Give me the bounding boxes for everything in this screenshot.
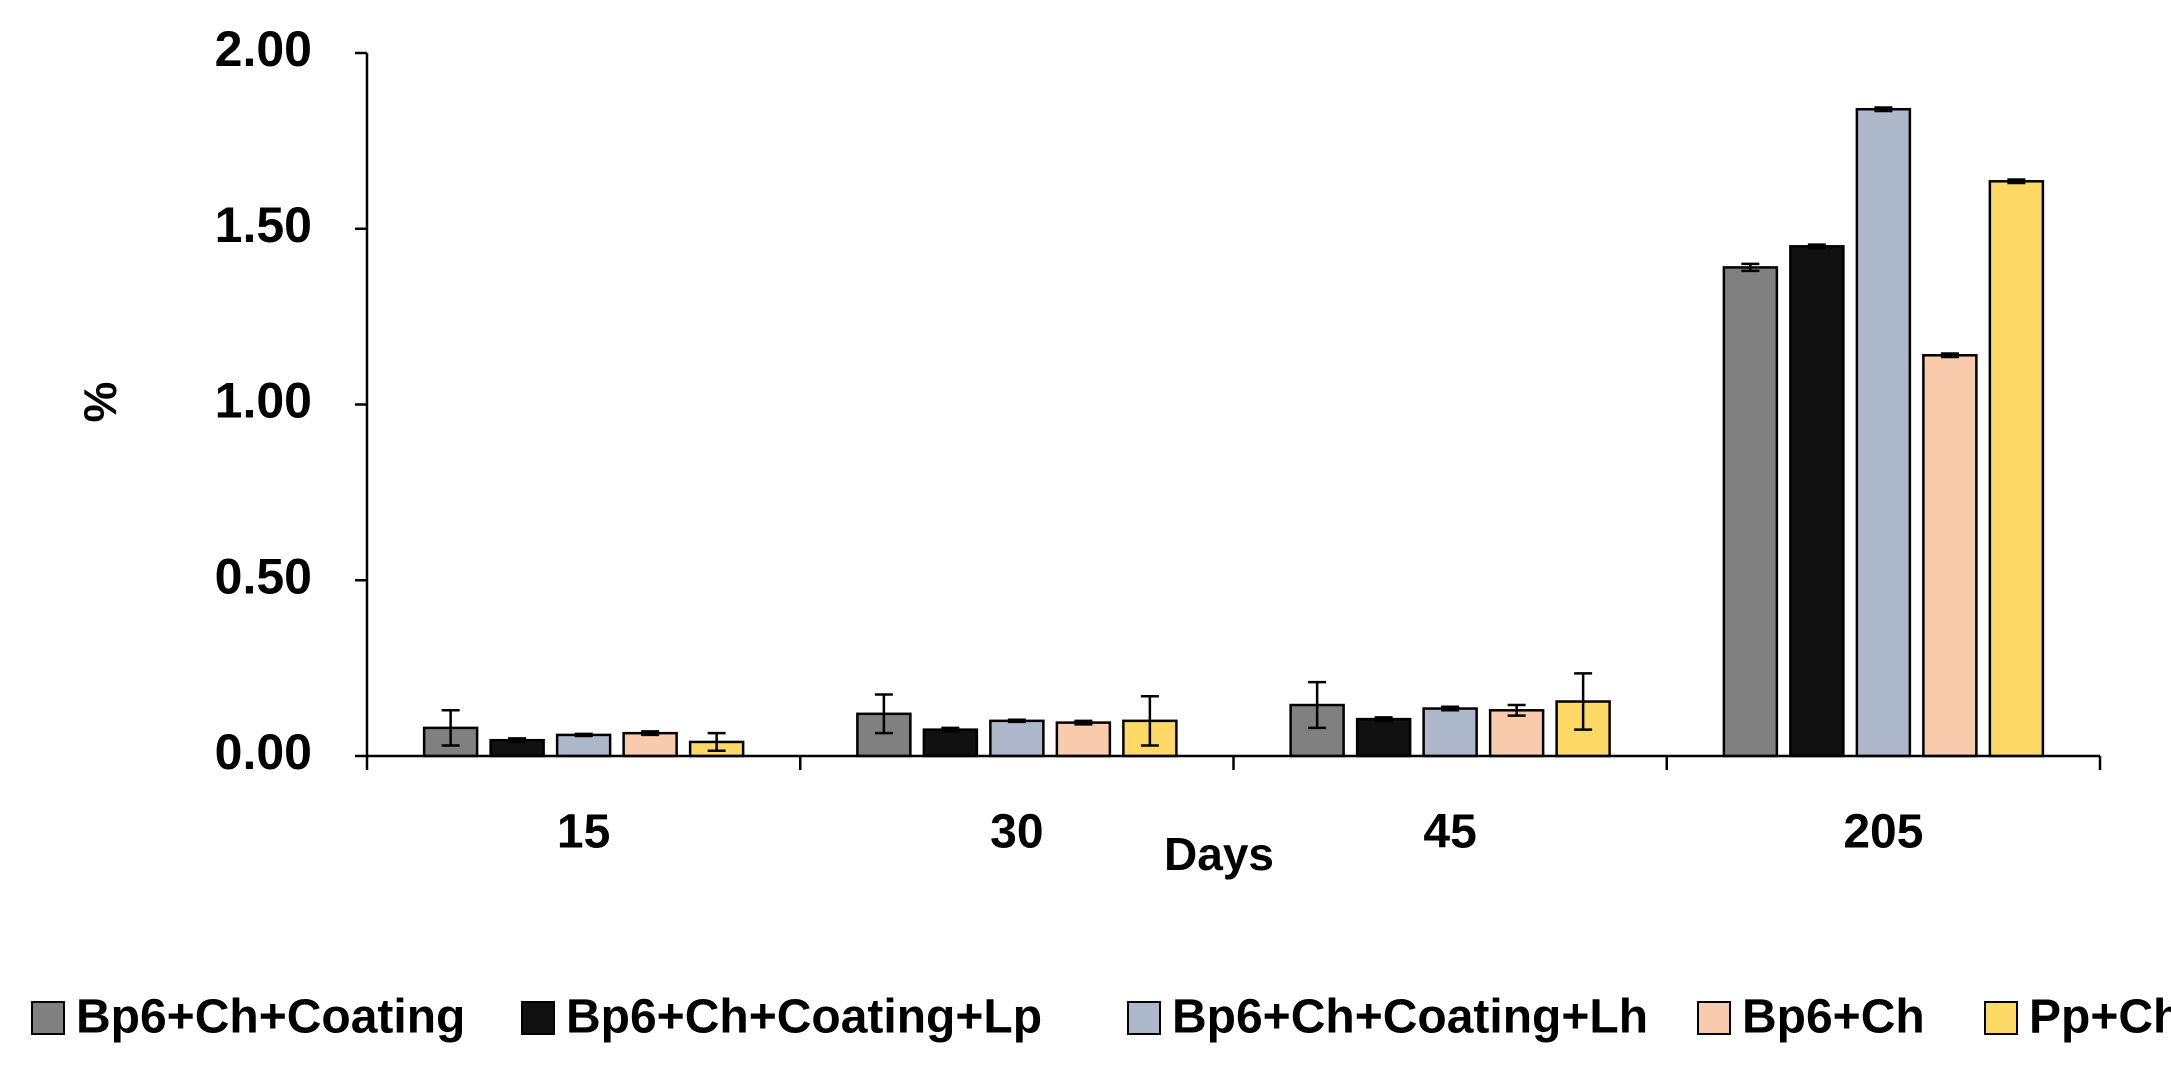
error-bar [1874,106,1893,113]
error-bar [1007,718,1026,724]
error-bar [1940,352,1959,359]
error-bar [1507,703,1526,717]
y-tick-label: 0.00 [215,724,312,780]
legend-swatch [521,1001,555,1035]
bar [989,719,1045,758]
bar [1722,266,1779,758]
error-bar [941,726,960,733]
bar [1055,721,1112,758]
legend-swatch [1127,1001,1161,1035]
error-bar [1374,716,1393,723]
x-axis-title: Days [1164,828,1274,880]
error-bar [1807,243,1826,250]
x-tick-label: 30 [990,806,1043,859]
legend-label: Bp6+Ch+Coating [76,991,465,1044]
legend-label: Bp6+Ch+Coating+Lh [1172,991,1648,1044]
error-bar [2007,178,2026,185]
error-bar [1574,672,1593,731]
x-tick-label: 15 [557,806,610,859]
error-bar [1140,694,1159,747]
error-bar [1741,262,1760,273]
y-axis-title: % [74,382,126,423]
y-tick-label: 0.50 [215,548,312,604]
error-bar [574,732,593,738]
legend-label: Pp+Ch [2029,991,2171,1044]
y-tick-label: 1.00 [215,373,312,429]
error-bar [641,730,660,737]
error-bar [441,709,460,747]
error-bar [1074,719,1093,726]
error-bar [1308,680,1327,730]
error-bar [1441,705,1460,712]
legend-swatch [31,1001,65,1035]
x-tick-label: 45 [1423,806,1476,859]
bar [1855,107,1912,758]
legend-label: Bp6+Ch+Coating+Lp [566,991,1042,1044]
error-bar [707,731,726,752]
error-bar [508,737,527,744]
bar [1355,717,1412,758]
x-tick-label: 205 [1843,806,1923,859]
legend-swatch [1697,1001,1731,1035]
bar [922,728,979,758]
bar [1789,245,1845,758]
bar [1488,709,1545,758]
bar [622,731,678,758]
bar [1422,707,1478,758]
legend-swatch [1984,1001,2018,1035]
y-tick-label: 1.50 [215,197,312,253]
y-tick-label: 2.00 [215,21,312,77]
bar [1922,354,1978,758]
bar [1988,180,2045,758]
bar [555,733,612,758]
legend-label: Bp6+Ch [1742,991,1925,1044]
error-bar [874,693,893,735]
